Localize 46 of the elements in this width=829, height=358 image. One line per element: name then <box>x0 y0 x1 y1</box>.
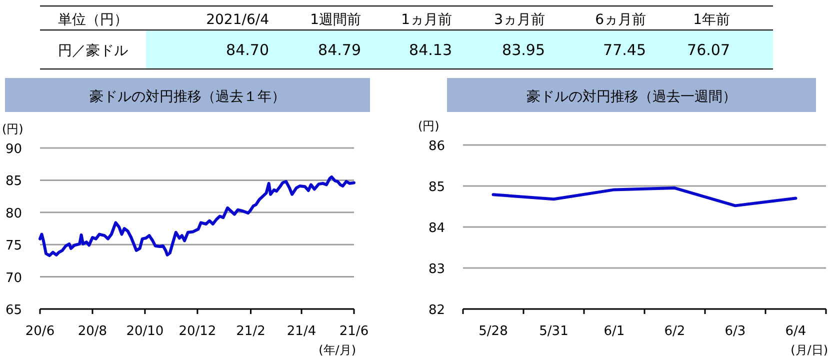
x-tick-label: 20/12 <box>178 324 216 339</box>
category-label: 2021/6/4 <box>206 12 270 28</box>
x-tick-label: 20/6 <box>25 324 55 339</box>
x-tick-label: 6/2 <box>664 324 686 339</box>
x-tick-label: 21/6 <box>339 324 369 339</box>
line-series <box>492 186 798 208</box>
chart-title: 豪ドルの対円推移（過去１年） <box>90 89 286 105</box>
y-axis-title: (円) <box>2 122 24 136</box>
category-label: 6ヵ月前 <box>595 12 646 28</box>
data-label: 84.70 <box>226 41 269 59</box>
x-tick-label: 5/28 <box>478 324 508 339</box>
x-tick-label: 5/31 <box>539 324 568 339</box>
x-tick-label: 20/8 <box>78 324 108 339</box>
y-axis-title: (円) <box>418 119 440 133</box>
y-tick-label: 70 <box>5 270 22 286</box>
line-series <box>38 175 356 258</box>
y-tick-label: 90 <box>5 142 22 157</box>
category-label: 1ヵ月前 <box>401 12 452 28</box>
x-tick-label: 21/2 <box>236 324 266 339</box>
y-tick-label: 86 <box>428 139 445 154</box>
x-axis-title: (年/月) <box>318 343 356 357</box>
y-tick-label: 84 <box>428 221 445 236</box>
y-tick-label: 75 <box>5 238 22 254</box>
data-label: 76.07 <box>687 41 730 59</box>
data-label: 83.95 <box>502 41 545 59</box>
x-tick-label: 21/4 <box>286 324 316 339</box>
category-label: 1年前 <box>693 12 730 28</box>
y-tick-label: 85 <box>5 174 22 190</box>
text: 円／豪ドル <box>58 43 128 59</box>
y-tick-label: 80 <box>5 206 22 222</box>
category-label: 3ヵ月前 <box>494 12 545 28</box>
y-tick-label: 82 <box>428 303 445 318</box>
data-label: 77.45 <box>603 41 646 59</box>
text: 単位（円） <box>58 12 128 28</box>
y-tick-label: 85 <box>428 180 445 195</box>
x-tick-label: 6/1 <box>604 324 625 339</box>
x-tick-label: 6/4 <box>785 324 806 339</box>
y-tick-label: 65 <box>5 303 22 318</box>
x-tick-label: 20/10 <box>126 324 164 339</box>
chart-title: 豪ドルの対円推移（過去一週間） <box>526 89 736 105</box>
category-label: 1週間前 <box>310 12 361 28</box>
x-tick-label: 6/3 <box>724 324 746 339</box>
data-label: 84.79 <box>318 41 361 59</box>
data-label: 84.13 <box>409 41 452 59</box>
x-axis-title: (月/日) <box>790 343 828 357</box>
y-tick-label: 83 <box>428 262 445 277</box>
